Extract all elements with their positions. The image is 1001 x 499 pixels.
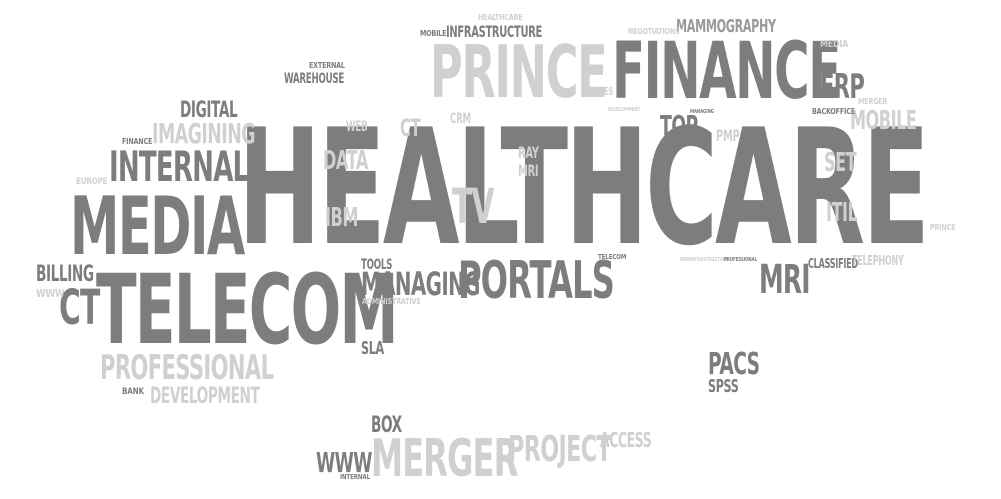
word-pacs: PACS [708, 347, 760, 382]
word-sales: SALES [590, 85, 614, 98]
word-development: DEVELOPMENT [150, 384, 260, 409]
word-mri: MRI [759, 257, 811, 303]
word-internal: INTERNAL [109, 142, 249, 191]
word-www: WWW [316, 446, 372, 479]
word-prince: PRINCE [430, 30, 608, 114]
word-tv: TV [452, 179, 494, 235]
word-media-small: MEDIA [820, 39, 849, 50]
word-finance-tiny: FINANCE [122, 137, 153, 146]
word-europe: EUROPE [76, 177, 108, 187]
word-finance: FINANCE [612, 27, 841, 117]
word-imagining: IMAGINING [152, 117, 255, 150]
word-telecom: TELECOM [96, 254, 399, 366]
word-merger: MERGER [371, 429, 518, 489]
word-ct-small: CT [400, 114, 421, 142]
word-telephony: TELEPHONY [852, 254, 904, 269]
word-access: ACCESS [600, 428, 652, 452]
word-set: SET [824, 148, 857, 178]
word-internal-tiny: INTERNAL [340, 473, 370, 481]
word-warehouse: WAREHOUSE [284, 71, 345, 87]
word-sla: SLA [361, 338, 384, 359]
word-bank: BANK [122, 387, 144, 397]
word-ibm: IBM [325, 203, 358, 233]
word-managing: MANAGING [361, 265, 480, 303]
word-mammography: MAMMOGRAPHY [676, 16, 776, 37]
word-itil: ITIL [826, 198, 858, 228]
word-billing: BILLING [36, 262, 94, 287]
word-merger-small: MERGER [858, 97, 888, 106]
word-data: DATA [323, 146, 368, 176]
word-project: PROJECT [508, 429, 612, 470]
word-backoffice: BACKOFFICE [812, 107, 855, 116]
word-healthcare: HEALTHCARE [238, 94, 930, 281]
word-ray: RAY [518, 143, 539, 162]
word-web: WEB [346, 119, 368, 135]
word-top: TOP [660, 109, 698, 142]
word-www-small: WWW [36, 287, 65, 300]
word-pmp: PMP [716, 126, 740, 145]
word-spss: SPSS [708, 376, 739, 397]
word-webinfrastructure: WEBINFRASTRUCTURE [680, 257, 729, 263]
word-erp: ERP [820, 67, 865, 107]
word-box: BOX [371, 413, 402, 438]
word-portals: PORTALS [458, 251, 615, 311]
word-professional: PROFESSIONAL [100, 348, 274, 388]
word-development-tiny: DEVELOPMENT [608, 107, 641, 113]
word-ct: CT [59, 280, 100, 336]
word-mobile-tiny: MOBILE [420, 29, 447, 38]
word-professional-tiny: PROFESSIONAL [724, 257, 757, 263]
word-classified: CLASSIFIED [808, 257, 858, 272]
word-crm: CRM [450, 111, 471, 127]
word-infrastructure: INFRASTRUCTURE [446, 22, 543, 41]
word-healthcare-tiny: HEALTHCARE [478, 13, 523, 22]
word-media: MEDIA [70, 180, 245, 273]
word-external: EXTERNAL [309, 61, 345, 70]
word-mri-small: MRI [518, 161, 539, 180]
word-digital: DIGITAL [180, 98, 238, 123]
word-negotiations: NEGOTIATIONS [628, 27, 680, 36]
word-managing-tiny: MANAGING [690, 109, 714, 115]
word-administrative: ADMINISTRATIVE [362, 297, 421, 306]
word-prince-small: PRINCE [930, 223, 956, 232]
word-telecom-tiny: TELECOM [598, 253, 627, 261]
word-mobile: MOBILE [850, 106, 917, 136]
word-tools: TOOLS [361, 257, 393, 273]
